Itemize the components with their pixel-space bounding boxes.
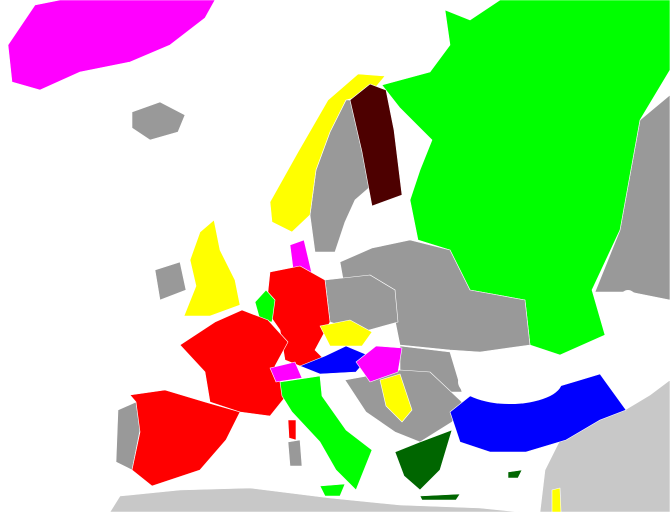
region-sicily xyxy=(319,483,346,497)
region-corsica xyxy=(287,419,297,441)
region-iceland xyxy=(131,101,186,141)
region-ireland xyxy=(154,261,187,301)
region-eastern-europe xyxy=(339,239,531,353)
region-hungary xyxy=(355,345,403,383)
region-united-kingdom xyxy=(183,219,241,317)
region-switzerland xyxy=(269,361,303,383)
region-israel xyxy=(551,487,562,512)
region-cyprus xyxy=(507,469,523,479)
region-greenland xyxy=(7,0,216,91)
region-italy xyxy=(279,375,373,491)
region-greece xyxy=(394,429,453,491)
caspian-sea xyxy=(614,290,642,346)
region-crete xyxy=(419,493,461,501)
black-sea xyxy=(458,360,562,404)
outside-europe-africa xyxy=(109,487,521,512)
region-serbia xyxy=(379,373,413,423)
region-norway xyxy=(269,73,386,233)
region-spain xyxy=(129,389,241,487)
region-russia xyxy=(381,0,670,356)
region-finland xyxy=(349,83,403,207)
region-czechia xyxy=(319,319,373,347)
region-sardinia xyxy=(287,439,303,467)
